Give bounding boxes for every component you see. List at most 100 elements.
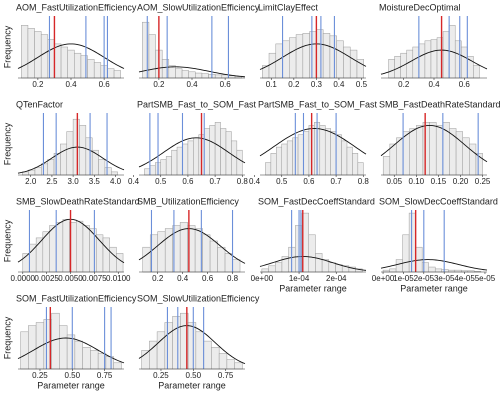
histogram-bar (195, 331, 204, 370)
histogram-bar (274, 262, 283, 273)
normal-curve (380, 49, 488, 75)
histogram-bar (182, 143, 189, 176)
histogram-bar (289, 37, 297, 79)
y-axis-label: Frequency (2, 25, 12, 68)
histogram-bar (60, 46, 68, 79)
x-tick-label: 3.0 (68, 177, 80, 186)
x-tick-label: 0.5 (356, 80, 368, 89)
x-tick-label: 0.1 (266, 80, 278, 89)
histogram-bar (28, 169, 36, 176)
histogram-bar (473, 65, 480, 79)
histogram-bar (51, 312, 60, 370)
panel-title: SOM_SlowDecCoeffStandard (379, 196, 498, 206)
x-tick-label: 0.50 (186, 371, 202, 380)
x-tick-label: 0.8 (227, 274, 239, 283)
x-tick-label: 0.2 (32, 80, 44, 89)
histogram-bar (234, 362, 243, 370)
panel-title: QTenFactor (16, 99, 63, 109)
histogram-bar (346, 146, 353, 176)
histogram-bar (171, 149, 178, 176)
normal-curve (138, 325, 246, 365)
histogram-bar (441, 269, 449, 273)
histogram-bar (60, 143, 68, 176)
normal-curve (259, 43, 367, 70)
histogram-bar (47, 39, 55, 79)
panel-title: SMB_UtilizationEfficiency (137, 196, 239, 206)
histogram-bar (209, 125, 216, 176)
histogram-bar (319, 125, 326, 176)
panel-title: SMB_SlowDeathRateStandard (16, 196, 140, 206)
x-tick-label: 2.0 (25, 177, 37, 186)
histogram-bar (349, 49, 358, 79)
x-tick-label: 0.2 (288, 80, 300, 89)
histogram-bar (21, 25, 29, 79)
histogram-bar (203, 340, 212, 370)
histogram-bar (329, 35, 337, 79)
histogram-bar (168, 65, 176, 79)
histogram-bar (187, 140, 194, 176)
histogram-bar (141, 350, 150, 370)
y-axis-label: Frequency (2, 316, 12, 359)
histogram-bar (54, 43, 62, 79)
histogram-bar (161, 59, 170, 79)
x-tick-label: 5e-05 (475, 274, 496, 283)
histogram-bar (262, 65, 270, 79)
histogram-bar (395, 259, 403, 273)
panel-title: SOM_FastUtilizationEfficiency (16, 293, 137, 303)
normal-curve (259, 128, 367, 157)
x-tick-label: 0.75 (97, 371, 113, 380)
histogram-bar (98, 159, 106, 176)
histogram-bar (429, 122, 437, 176)
histogram-bar (34, 167, 42, 176)
x-tick-label: 0.7 (210, 177, 222, 186)
histogram-bar (80, 55, 88, 79)
x-tick-label: 0.6 (202, 274, 214, 283)
x-tick-label: 0.3 (311, 80, 323, 89)
normal-curve (138, 137, 246, 168)
y-axis-label: Frequency (2, 122, 12, 165)
x-tick-label: 0.15 (431, 177, 447, 186)
x-tick-label: 0.25 (475, 177, 491, 186)
x-axis-label: Parameter range (400, 283, 468, 293)
histogram-bar (408, 212, 416, 273)
histogram-bar (268, 265, 276, 273)
histogram-bar (303, 131, 310, 176)
histogram-bar (430, 39, 438, 79)
panel-title: AOM_SlowUtilizationEfficiency (137, 2, 260, 12)
x-tick-label: 0.4 (177, 274, 189, 283)
histogram-bar (181, 70, 189, 79)
histogram-bar (107, 68, 115, 79)
histogram-bar (74, 52, 82, 79)
histogram-bar (40, 34, 49, 79)
histogram-bar (104, 167, 112, 176)
x-tick-label: 0.6 (459, 80, 471, 89)
histogram-bar (218, 353, 228, 370)
histogram-bar (82, 347, 91, 370)
histogram-bar (193, 137, 200, 176)
x-tick-label: 4e-05 (454, 274, 475, 283)
x-tick-label: 0.6 (303, 177, 315, 186)
x-tick-label: 0.10 (409, 177, 425, 186)
histogram-bar (175, 68, 183, 79)
histogram-bar (352, 153, 359, 176)
histogram-bar (302, 33, 310, 79)
normal-curve (380, 124, 488, 163)
x-tick-label: 0.2 (398, 80, 410, 89)
x-tick-label: 0.0050 (58, 274, 83, 283)
x-tick-label: 0e+00 (251, 274, 274, 283)
histogram-bar (316, 29, 324, 79)
histogram-bar (220, 128, 227, 176)
histogram-bar (315, 253, 323, 273)
x-axis-label: Parameter range (37, 380, 105, 390)
histogram-bar (297, 134, 304, 176)
histogram-bar (149, 165, 156, 176)
histogram-bar (176, 146, 183, 176)
panel-title: AOM_FastUtilizationEfficiency (16, 2, 137, 12)
histogram-bar (308, 234, 316, 273)
histogram-bar (330, 131, 337, 176)
x-tick-label: 0.4 (128, 177, 140, 186)
x-tick-label: 0.8 (358, 177, 370, 186)
histogram-bar (93, 62, 102, 79)
x-tick-label: 0.50 (65, 371, 81, 380)
histogram-bar (79, 125, 87, 176)
